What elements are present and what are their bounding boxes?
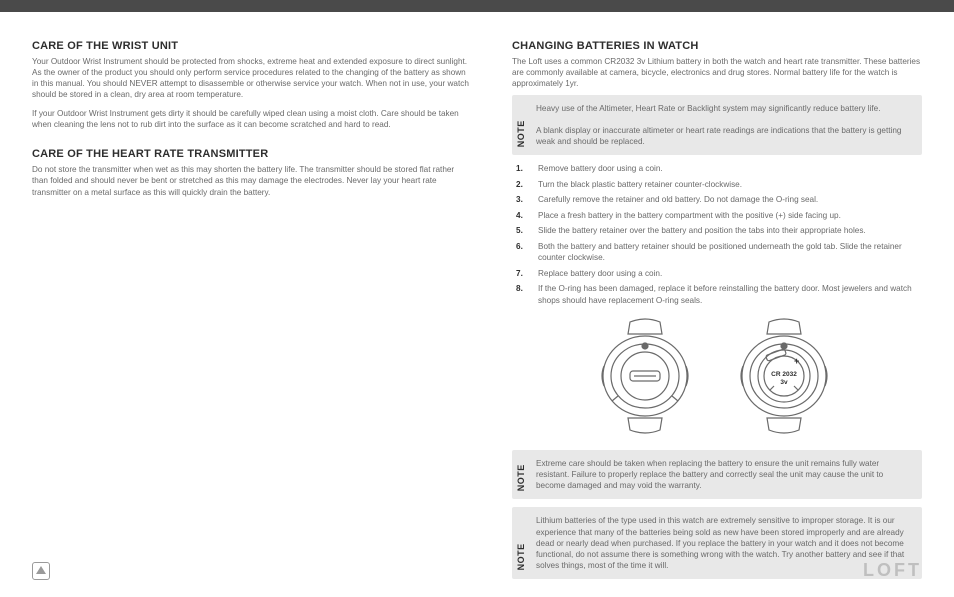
steps-list: Remove battery door using a coin. Turn th… [512,163,922,306]
step-item: Place a fresh battery in the battery com… [530,210,922,221]
watch-back-closed-diagram [590,316,700,436]
step-item: Replace battery door using a coin. [530,268,922,279]
para-intro: The Loft uses a common CR2032 3v Lithium… [512,56,922,89]
para: If your Outdoor Wrist Instrument gets di… [32,108,472,130]
diagram-row: + CR 2032 3v [512,316,922,436]
step-item: Turn the black plastic battery retainer … [530,179,922,190]
step-item: Both the battery and battery retainer sh… [530,241,922,264]
para: Your Outdoor Wrist Instrument should be … [32,56,472,100]
note-text: Heavy use of the Altimeter, Heart Rate o… [530,101,914,149]
heading-changing-batteries: CHANGING BATTERIES IN WATCH [512,40,922,52]
plus-icon: + [794,356,799,366]
step-item: Slide the battery retainer over the batt… [530,225,922,236]
left-column: CARE OF THE WRIST UNIT Your Outdoor Wris… [32,40,472,552]
page-content: CARE OF THE WRIST UNIT Your Outdoor Wris… [0,12,954,552]
battery-label-1: CR 2032 [771,371,797,378]
note-box-2: NOTE Extreme care should be taken when r… [512,450,922,499]
battery-label-2: 3v [780,379,788,386]
section-care-transmitter: CARE OF THE HEART RATE TRANSMITTER Do no… [32,148,472,197]
note-text: Extreme care should be taken when replac… [530,456,914,493]
para: Do not store the transmitter when wet as… [32,164,472,197]
step-item: Carefully remove the retainer and old ba… [530,194,922,205]
brand-icon [32,562,50,580]
section-care-wrist: CARE OF THE WRIST UNIT Your Outdoor Wris… [32,40,472,130]
section-changing-batteries: CHANGING BATTERIES IN WATCH The Loft use… [512,40,922,579]
heading-care-wrist: CARE OF THE WRIST UNIT [32,40,472,52]
right-column: CHANGING BATTERIES IN WATCH The Loft use… [512,40,922,552]
top-bar [0,0,954,12]
step-item: Remove battery door using a coin. [530,163,922,174]
step-item: If the O-ring has been damaged, replace … [530,283,922,306]
note-label: NOTE [512,456,530,493]
note-box-1: NOTE Heavy use of the Altimeter, Heart R… [512,95,922,155]
heading-care-transmitter: CARE OF THE HEART RATE TRANSMITTER [32,148,472,160]
note-label: NOTE [512,101,530,149]
footer: LOFT [32,560,922,581]
watch-back-open-diagram: + CR 2032 3v [724,316,844,436]
brand-wordmark: LOFT [863,560,922,581]
